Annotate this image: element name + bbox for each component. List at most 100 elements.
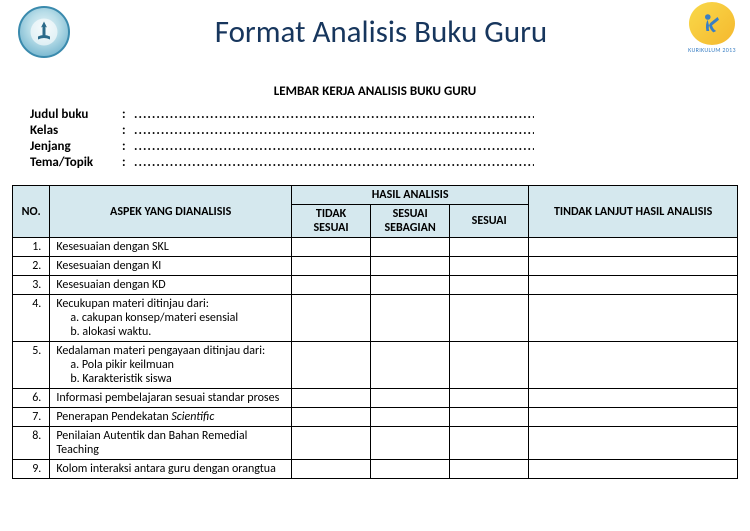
- table-row: 3.Kesesuaian dengan KD: [13, 276, 738, 295]
- cell-aspek: Kecukupan materi ditinjau dari:a. cakupa…: [50, 295, 292, 342]
- cell-aspek: Kolom interaksi antara guru dengan orang…: [50, 460, 292, 479]
- meta-label: Judul buku: [30, 107, 122, 122]
- table-row: 6.Informasi pembelajaran sesuai standar …: [13, 389, 738, 408]
- cell-hasil: [371, 342, 450, 389]
- table-row: 4.Kecukupan materi ditinjau dari:a. caku…: [13, 295, 738, 342]
- cell-tindak: [529, 408, 738, 427]
- cell-aspek: Penerapan Pendekatan Scientific: [50, 408, 292, 427]
- worksheet-subtitle: LEMBAR KERJA ANALISIS BUKU GURU: [0, 84, 750, 99]
- th-hasil: HASIL ANALISIS: [292, 186, 529, 205]
- cell-no: 2.: [13, 257, 50, 276]
- th-sesuai: SESUAI: [450, 205, 529, 238]
- aspek-sub-item: a. Pola pikir keilmuan: [56, 358, 285, 372]
- meta-label: Jenjang: [30, 139, 122, 154]
- meta-row: Judul buku:.............................…: [30, 107, 720, 122]
- cell-hasil: [292, 238, 371, 257]
- table-row: 9.Kolom interaksi antara guru dengan ora…: [13, 460, 738, 479]
- meta-colon: :: [122, 107, 134, 122]
- cell-hasil: [371, 427, 450, 460]
- cell-hasil: [450, 342, 529, 389]
- cell-no: 5.: [13, 342, 50, 389]
- cell-hasil: [292, 276, 371, 295]
- table-row: 7.Penerapan Pendekatan Scientific: [13, 408, 738, 427]
- table-body: 1.Kesesuaian dengan SKL2.Kesesuaian deng…: [13, 238, 738, 479]
- meta-dots: ........................................…: [134, 155, 534, 170]
- cell-no: 1.: [13, 238, 50, 257]
- cell-no: 3.: [13, 276, 50, 295]
- table-row: 2.Kesesuaian dengan KI: [13, 257, 738, 276]
- meta-fields: Judul buku:.............................…: [0, 107, 750, 170]
- cell-hasil: [292, 389, 371, 408]
- aspek-sub-item: a. cakupan konsep/materi esensial: [56, 311, 285, 325]
- th-tidak: TIDAK SESUAI: [292, 205, 371, 238]
- cell-hasil: [450, 427, 529, 460]
- meta-colon: :: [122, 155, 134, 170]
- cell-no: 6.: [13, 389, 50, 408]
- table-row: 8.Penilaian Autentik dan Bahan Remedial …: [13, 427, 738, 460]
- cell-hasil: [371, 295, 450, 342]
- cell-hasil: [292, 460, 371, 479]
- kurikulum-label: KURIKULUM 2013: [688, 46, 736, 54]
- cell-hasil: [292, 408, 371, 427]
- meta-dots: ........................................…: [134, 107, 534, 122]
- cell-tindak: [529, 427, 738, 460]
- cell-hasil: [292, 342, 371, 389]
- header: Format Analisis Buku Guru KURIKULUM 2013: [0, 0, 750, 58]
- cell-hasil: [371, 408, 450, 427]
- cell-hasil: [450, 460, 529, 479]
- table-row: 5.Kedalaman materi pengayaan ditinjau da…: [13, 342, 738, 389]
- th-tindak: TINDAK LANJUT HASIL ANALISIS: [529, 186, 738, 238]
- kurikulum-logo-icon: KURIKULUM 2013: [686, 2, 738, 54]
- cell-no: 7.: [13, 408, 50, 427]
- cell-tindak: [529, 276, 738, 295]
- cell-no: 4.: [13, 295, 50, 342]
- page-title: Format Analisis Buku Guru: [70, 13, 732, 51]
- cell-hasil: [450, 238, 529, 257]
- cell-hasil: [371, 238, 450, 257]
- cell-no: 8.: [13, 427, 50, 460]
- cell-hasil: [450, 276, 529, 295]
- tut-wuri-logo-icon: [18, 6, 70, 58]
- cell-hasil: [371, 460, 450, 479]
- cell-hasil: [450, 257, 529, 276]
- cell-hasil: [371, 257, 450, 276]
- meta-row: Tema/Topik:.............................…: [30, 155, 720, 170]
- analysis-table: NO. ASPEK YANG DIANALISIS HASIL ANALISIS…: [12, 185, 738, 479]
- cell-hasil: [450, 408, 529, 427]
- cell-tindak: [529, 295, 738, 342]
- analysis-table-wrap: NO. ASPEK YANG DIANALISIS HASIL ANALISIS…: [0, 171, 750, 479]
- cell-tindak: [529, 389, 738, 408]
- cell-tindak: [529, 342, 738, 389]
- cell-aspek: Kesesuaian dengan KI: [50, 257, 292, 276]
- cell-aspek: Kesesuaian dengan SKL: [50, 238, 292, 257]
- table-row: 1.Kesesuaian dengan SKL: [13, 238, 738, 257]
- cell-tindak: [529, 238, 738, 257]
- aspek-sub-item: b. alokasi waktu.: [56, 325, 285, 339]
- cell-hasil: [371, 389, 450, 408]
- cell-aspek: Kedalaman materi pengayaan ditinjau dari…: [50, 342, 292, 389]
- cell-aspek: Informasi pembelajaran sesuai standar pr…: [50, 389, 292, 408]
- th-aspek: ASPEK YANG DIANALISIS: [50, 186, 292, 238]
- meta-row: Kelas:..................................…: [30, 123, 720, 138]
- meta-colon: :: [122, 123, 134, 138]
- meta-label: Tema/Topik: [30, 155, 122, 170]
- cell-hasil: [292, 295, 371, 342]
- meta-row: Jenjang:................................…: [30, 139, 720, 154]
- cell-hasil: [450, 389, 529, 408]
- cell-aspek: Penilaian Autentik dan Bahan Remedial Te…: [50, 427, 292, 460]
- cell-hasil: [371, 276, 450, 295]
- cell-tindak: [529, 257, 738, 276]
- meta-colon: :: [122, 139, 134, 154]
- cell-no: 9.: [13, 460, 50, 479]
- meta-dots: ........................................…: [134, 123, 534, 138]
- cell-tindak: [529, 460, 738, 479]
- meta-label: Kelas: [30, 123, 122, 138]
- cell-hasil: [292, 257, 371, 276]
- cell-aspek: Kesesuaian dengan KD: [50, 276, 292, 295]
- aspek-sub-item: b. Karakteristik siswa: [56, 372, 285, 386]
- th-no: NO.: [13, 186, 50, 238]
- th-sebagian: SESUAI SEBAGIAN: [371, 205, 450, 238]
- cell-hasil: [450, 295, 529, 342]
- cell-hasil: [292, 427, 371, 460]
- meta-dots: ........................................…: [134, 139, 534, 154]
